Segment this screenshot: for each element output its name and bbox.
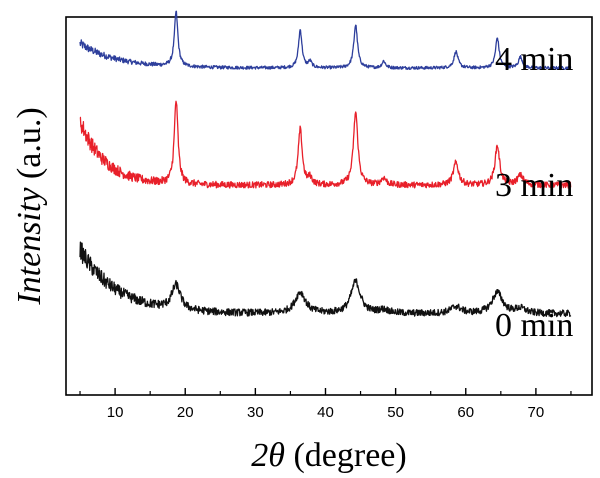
- x-tick-label-40: 40: [317, 404, 334, 421]
- y-axis-title: Intensity (a.u.): [11, 107, 48, 305]
- plot-frame: [65, 16, 593, 396]
- series-line-4min: [79, 10, 572, 71]
- x-tick-label-20: 20: [177, 404, 194, 421]
- series-lines: [79, 10, 572, 318]
- series-line-0min: [79, 241, 572, 318]
- x-axis-title-symbol: 2θ: [251, 437, 285, 474]
- x-axis-title: 2θ (degree): [251, 437, 406, 474]
- x-tick-label-10: 10: [107, 404, 124, 421]
- x-tick-label-50: 50: [387, 404, 404, 421]
- y-axis-title-unit: (a.u.): [11, 107, 48, 187]
- x-axis-title-unit: (degree): [285, 437, 407, 474]
- x-axis-ticks: 10 20 30 40 50 60 70: [79, 388, 572, 421]
- x-tick-label-30: 30: [247, 404, 264, 421]
- series-line-3min: [79, 100, 572, 189]
- series-label-3min: 3 min: [495, 167, 573, 204]
- y-axis-title-word: Intensity: [11, 187, 48, 306]
- x-tick-label-60: 60: [457, 404, 474, 421]
- series-label-4min: 4 min: [495, 41, 573, 78]
- x-tick-label-70: 70: [528, 404, 545, 421]
- series-label-0min: 0 min: [495, 307, 573, 344]
